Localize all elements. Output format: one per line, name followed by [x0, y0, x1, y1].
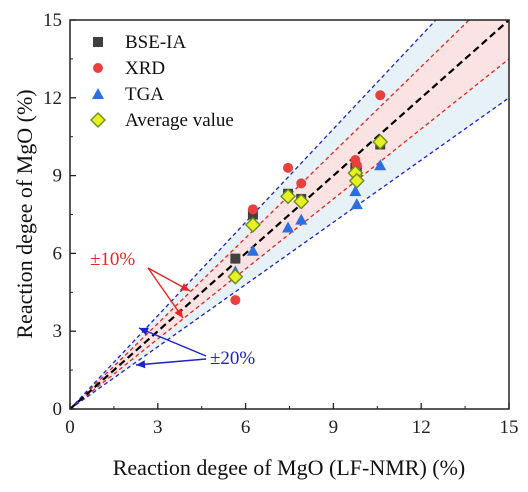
point-diamond-0 — [227, 268, 244, 285]
point-triangle-5 — [350, 198, 363, 210]
point-circle-1 — [247, 204, 258, 215]
x-tick-label: 12 — [412, 417, 431, 438]
arrow-10-lower — [147, 267, 184, 319]
arrow-10-upper-head — [180, 283, 190, 291]
x-tick-label: 9 — [329, 417, 339, 438]
x-tick-label: 15 — [500, 417, 519, 438]
point-triangle-1 — [246, 244, 259, 256]
y-tick-label: 6 — [53, 243, 63, 264]
point-triangle-3 — [295, 213, 308, 225]
arrow-20-lower-head — [136, 360, 146, 369]
band-line-1-0 — [70, 97, 509, 409]
point-diamond-5 — [348, 172, 365, 189]
point-circle-0 — [230, 295, 241, 306]
axis-ticks: 0 3 6 9 12 15 0 3 6 9 12 15 — [43, 10, 519, 438]
point-diamond-1 — [244, 216, 261, 233]
legend-label-3: Average value — [125, 110, 234, 131]
point-triangle-6 — [374, 159, 387, 171]
point-diamond-2 — [280, 188, 297, 205]
point-circle-3 — [296, 178, 307, 189]
point-triangle-4 — [349, 185, 362, 197]
y-tick-label: 15 — [43, 10, 62, 31]
y-axis-title: Reaction degee of MgO (%) — [12, 89, 37, 338]
arrow-20-lower — [135, 358, 207, 366]
point-triangle-2 — [282, 221, 295, 233]
band-annotations: ±10% ±20% — [90, 249, 255, 369]
x-tick-label: 3 — [153, 417, 163, 438]
arrow-10-lower-head — [174, 308, 183, 318]
y-tick-label: 3 — [53, 321, 63, 342]
legend-label-0: BSE-IA — [125, 32, 187, 53]
one-to-one-line — [70, 20, 509, 409]
legend-marker-1 — [93, 63, 103, 73]
band-label-20: ±20% — [210, 348, 255, 369]
point-square-0 — [230, 253, 241, 264]
data-points — [227, 90, 389, 306]
point-diamond-3 — [293, 193, 310, 210]
y-tick-label: 12 — [43, 88, 62, 109]
y-tick-label: 0 — [53, 399, 63, 420]
legend-label-2: TGA — [125, 84, 164, 105]
x-tick-label: 0 — [65, 417, 75, 438]
legend-marker-2 — [92, 88, 104, 99]
legend: BSE-IA XRD TGA Average value — [90, 32, 234, 131]
point-circle-2 — [283, 162, 294, 173]
x-tick-label: 6 — [241, 417, 251, 438]
band-line-0-0 — [70, 58, 509, 409]
point-square-1 — [247, 209, 258, 220]
point-diamond-6 — [372, 133, 389, 150]
legend-label-1: XRD — [125, 58, 165, 79]
legend-marker-0 — [93, 37, 103, 47]
band-label-10: ±10% — [90, 249, 135, 270]
point-circle-6 — [375, 90, 386, 101]
arrow-20-upper — [138, 327, 207, 357]
y-tick-label: 9 — [53, 166, 63, 187]
arrow-20-upper-head — [139, 327, 149, 336]
legend-marker-3 — [90, 112, 106, 128]
x-axis-title: Reaction degee of MgO (LF-NMR) (%) — [113, 455, 466, 480]
band-line-0-1 — [70, 20, 470, 409]
